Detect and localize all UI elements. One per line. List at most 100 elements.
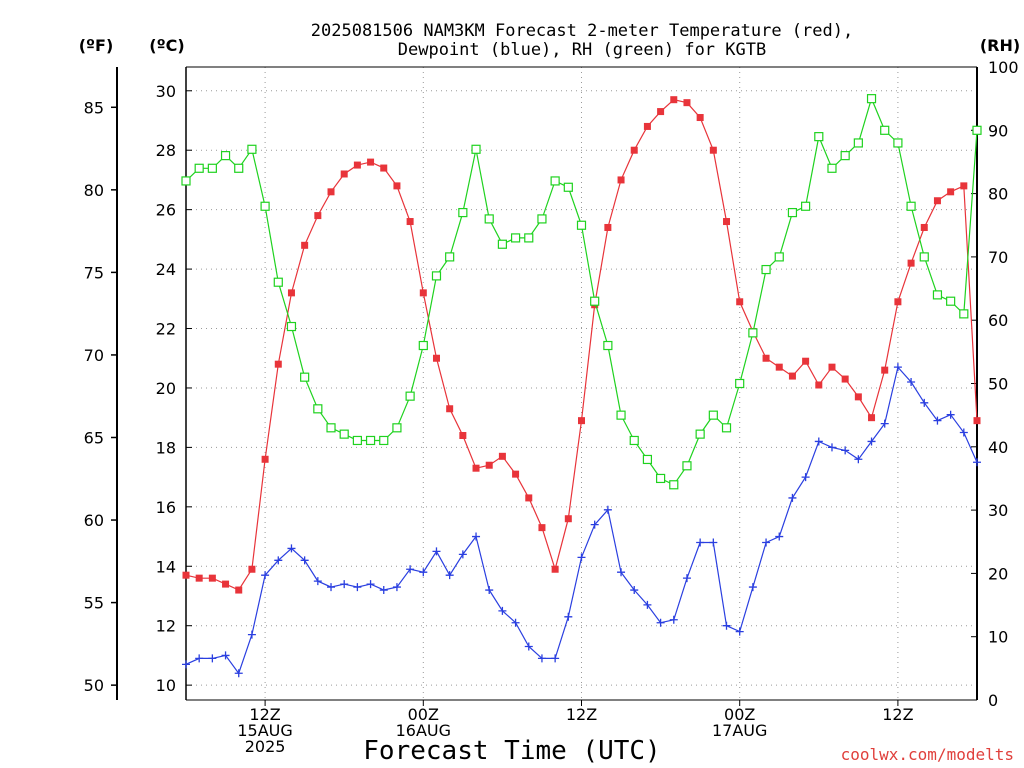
dewpoint-point xyxy=(617,568,626,577)
chart-title-line1: 2025081506 NAM3KM Forecast 2-meter Tempe… xyxy=(311,21,853,41)
temperature-point xyxy=(248,565,256,573)
temperature-point xyxy=(657,108,665,116)
dewpoint-point xyxy=(498,606,507,615)
dewpoint-point xyxy=(445,571,454,580)
rh-point xyxy=(603,340,613,351)
rh-point xyxy=(682,461,692,471)
temperature-point xyxy=(802,357,810,365)
temperature-point xyxy=(222,580,230,588)
dewpoint-point xyxy=(788,493,797,502)
rh-point xyxy=(576,220,587,230)
dewpoint-point xyxy=(419,568,428,577)
dewpoint-point xyxy=(287,544,296,553)
celsius-tick-label: 28 xyxy=(156,141,176,160)
dewpoint-point xyxy=(643,600,652,609)
time-tick-label: 12Z xyxy=(566,705,597,724)
rh-point xyxy=(616,410,626,420)
dewpoint-point xyxy=(827,443,836,452)
rh-point xyxy=(352,435,362,446)
dewpoint-point xyxy=(564,612,573,621)
dewpoint-point xyxy=(458,550,467,559)
dewpoint-point xyxy=(946,410,955,419)
temperature-point xyxy=(881,366,889,374)
fahrenheit-tick-label: 55 xyxy=(84,594,104,613)
dewpoint-point xyxy=(656,618,665,627)
fahrenheit-tick-label: 80 xyxy=(84,181,104,200)
temperature-point xyxy=(512,470,520,478)
rh-point xyxy=(537,214,547,224)
dewpoint-point xyxy=(274,556,283,565)
rh-point xyxy=(260,201,270,211)
rh-point xyxy=(787,207,798,218)
dewpoint-point xyxy=(511,618,520,627)
dewpoint-point xyxy=(630,586,639,595)
rh-tick-label: 50 xyxy=(988,375,1008,394)
fahrenheit-tick-label: 65 xyxy=(84,428,104,447)
temperature-point xyxy=(406,218,414,226)
rh-point xyxy=(827,163,837,173)
dewpoint-point xyxy=(261,571,270,580)
rh-tick-label: 0 xyxy=(988,691,998,710)
rh-point xyxy=(972,125,982,135)
rh-point xyxy=(207,163,217,173)
dewpoint-point xyxy=(867,437,876,446)
rh-point xyxy=(708,410,718,420)
rh-point xyxy=(194,163,204,173)
celsius-tick-label: 22 xyxy=(156,320,176,339)
fahrenheit-tick-label: 60 xyxy=(84,511,104,530)
temperature-point xyxy=(828,363,836,371)
rh-tick-label: 60 xyxy=(988,311,1008,330)
dewpoint-point xyxy=(537,654,546,663)
rh-tick-label: 100 xyxy=(988,58,1019,77)
temperature-point xyxy=(960,182,968,190)
dewpoint-point xyxy=(682,574,691,583)
rh-point xyxy=(445,252,455,262)
rh-point xyxy=(774,252,784,262)
rh-point xyxy=(339,429,349,439)
temperature-point xyxy=(854,393,862,401)
credit-text: coolwx.com/modelts xyxy=(841,745,1014,764)
temperature-point xyxy=(775,363,783,371)
temperature-point xyxy=(920,223,928,231)
temperature-point xyxy=(868,414,876,422)
dewpoint-point xyxy=(893,363,902,372)
rh-point xyxy=(814,132,824,142)
fahrenheit-unit-label: (ºF) xyxy=(79,36,114,55)
series-rh xyxy=(181,94,982,490)
dewpoint-point xyxy=(208,654,217,663)
rh-point xyxy=(932,290,943,300)
dewpoint-point xyxy=(300,556,309,565)
rh-point xyxy=(840,151,850,161)
dewpoint-point xyxy=(748,583,757,592)
temperature-point xyxy=(696,114,704,122)
dewpoint-point xyxy=(709,538,718,547)
time-tick-label: 00Z xyxy=(408,705,439,724)
temperature-point xyxy=(736,298,744,306)
tick-labels: 10 12 14 16 18 20 22 24 26 28 30 50 55 60 65 70 75 80 85 0 1… xyxy=(84,58,1019,756)
rh-point xyxy=(418,340,428,351)
rh-point xyxy=(326,423,336,433)
celsius-tick-label: 14 xyxy=(156,557,176,576)
time-tick-label: 17AUG xyxy=(712,721,767,740)
temperature-point xyxy=(894,298,902,306)
rh-point xyxy=(748,328,758,338)
dewpoint-point xyxy=(485,586,494,595)
dewpoint-point xyxy=(524,642,533,651)
rh-tick-label: 80 xyxy=(988,185,1008,204)
dewpoint-point xyxy=(880,419,889,428)
rh-tick-label: 40 xyxy=(988,438,1008,457)
temperature-point xyxy=(195,574,203,582)
rh-point xyxy=(906,201,916,211)
rh-unit-label: (RH) xyxy=(980,36,1020,55)
temperature-point xyxy=(327,188,335,196)
rh-point xyxy=(880,125,890,135)
dewpoint-point xyxy=(221,651,230,660)
series-line-temperature xyxy=(185,99,978,591)
dewpoint-point xyxy=(603,505,612,514)
time-tick-label: 12Z xyxy=(882,705,913,724)
rh-point xyxy=(458,207,468,218)
rh-tick-label: 70 xyxy=(988,248,1008,267)
dewpoint-point xyxy=(959,428,968,437)
dewpoint-point xyxy=(775,532,784,541)
